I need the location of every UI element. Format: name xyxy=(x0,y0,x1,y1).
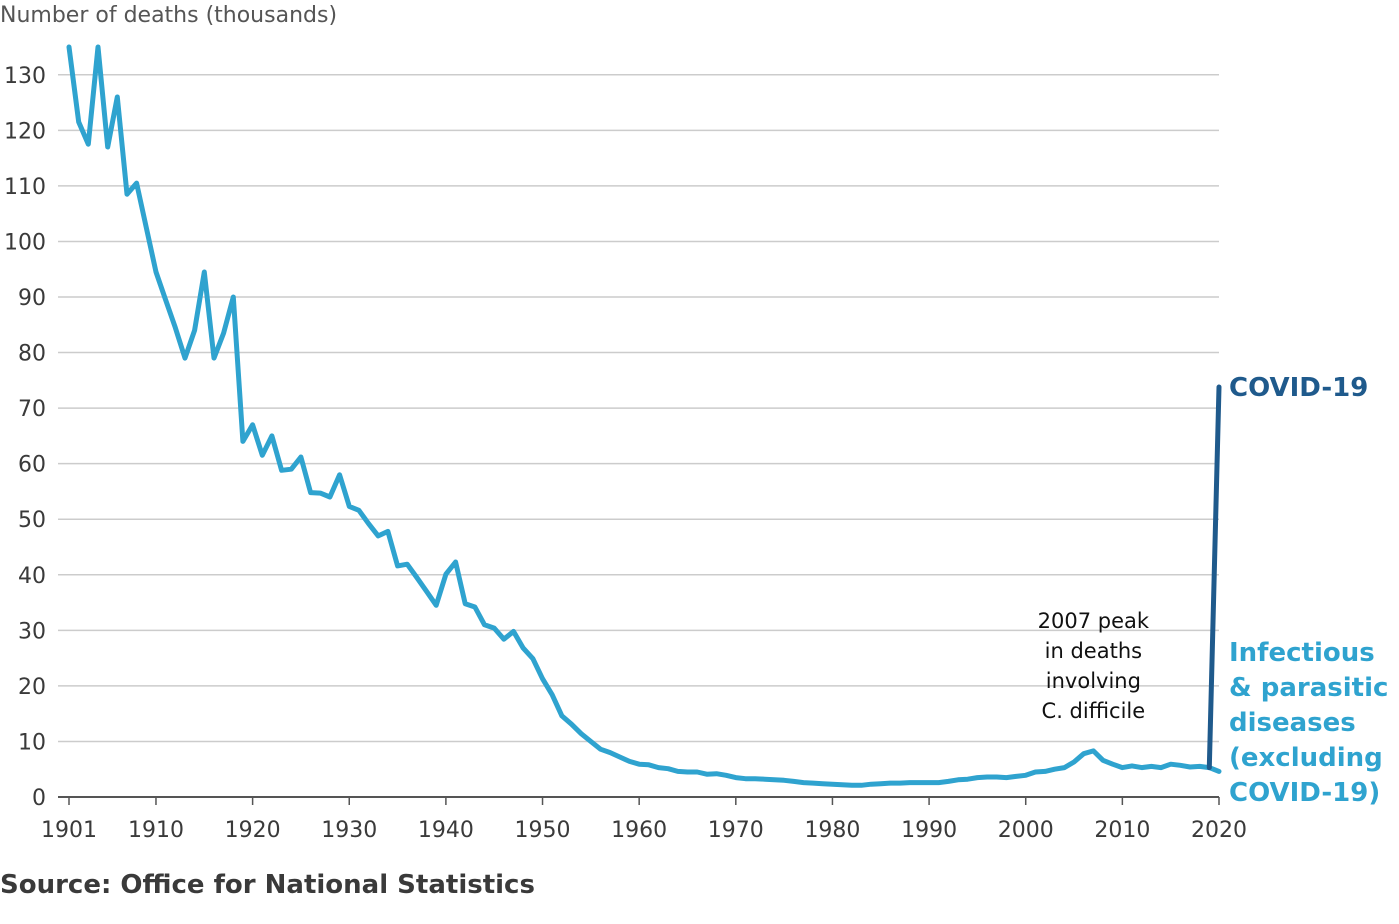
y-tick-label: 20 xyxy=(18,675,46,700)
y-tick-label: 110 xyxy=(4,175,46,200)
annotation-line: 2007 peak xyxy=(1038,609,1150,633)
x-tick-labels: 1901 1910 1920 1930 1940 1950 1960 1970 1980 1990… xyxy=(41,818,1247,843)
y-tick-label: 30 xyxy=(18,619,46,644)
y-tick-label: 60 xyxy=(18,453,46,478)
infectious-series-label-line: Infectious xyxy=(1229,638,1375,668)
x-tick-label: 1920 xyxy=(225,818,281,843)
y-tick-label: 130 xyxy=(4,64,46,89)
annotation-line: in deaths xyxy=(1045,639,1142,663)
annotation-line: C. difficile xyxy=(1042,699,1146,723)
y-tick-label: 70 xyxy=(18,397,46,422)
x-tick-label: 1950 xyxy=(515,818,571,843)
y-tick-label: 120 xyxy=(4,119,46,144)
x-tick-label: 1940 xyxy=(418,818,474,843)
series-labels: COVID-19 Infectious & parasitic diseases (ex… xyxy=(1229,373,1388,808)
x-tick-label: 1930 xyxy=(321,818,377,843)
y-tick-label: 80 xyxy=(18,342,46,367)
infectious-series-label-line: diseases xyxy=(1229,708,1356,738)
infectious-series-label-line: (excluding xyxy=(1229,743,1383,773)
infectious-diseases-line xyxy=(66,44,1222,788)
y-tick-label: 100 xyxy=(4,230,46,255)
x-tick-label: 1960 xyxy=(611,818,667,843)
gridlines xyxy=(58,74,1219,743)
y-tick-labels: 0 10 20 30 40 50 60 70 80 90 100 110 120 130 xyxy=(4,64,46,811)
x-tick-label: 2000 xyxy=(998,818,1054,843)
infectious-series-label-line: COVID-19) xyxy=(1229,778,1380,808)
x-tick-label: 2020 xyxy=(1191,818,1247,843)
covid-19-line xyxy=(1206,384,1222,771)
y-tick-label: 0 xyxy=(32,786,46,811)
x-tick-label: 2010 xyxy=(1094,818,1150,843)
y-tick-label: 90 xyxy=(18,286,46,311)
annotation-c-difficile: 2007 peak in deaths involving C. difficile xyxy=(1038,609,1150,723)
y-tick-label: 50 xyxy=(18,508,46,533)
annotation-line: involving xyxy=(1046,669,1141,693)
source-note: Source: Office for National Statistics xyxy=(0,870,535,900)
y-tick-label: 40 xyxy=(18,564,46,589)
infectious-series-label-line: & parasitic xyxy=(1229,673,1388,703)
y-tick-label: 10 xyxy=(18,730,46,755)
y-axis-label: Number of deaths (thousands) xyxy=(0,3,337,28)
x-tick-label: 1901 xyxy=(41,818,97,843)
x-axis xyxy=(58,796,1220,805)
series-lines xyxy=(66,44,1222,788)
x-tick-label: 1980 xyxy=(804,818,860,843)
covid-19-series-label: COVID-19 xyxy=(1229,373,1368,403)
x-tick-label: 1910 xyxy=(128,818,184,843)
x-tick-label: 1970 xyxy=(708,818,764,843)
x-tick-label: 1990 xyxy=(901,818,957,843)
